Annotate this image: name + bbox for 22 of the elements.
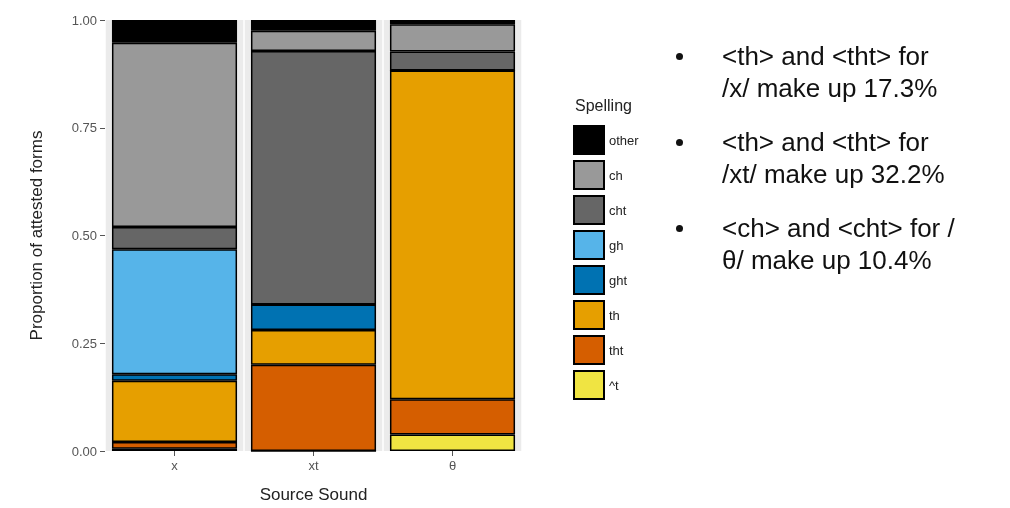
- x-tick-label: xt: [308, 458, 319, 473]
- x-tick-label: θ: [448, 458, 457, 473]
- y-tick-label: 0.75: [71, 120, 97, 136]
- x-tick-label: x: [171, 458, 179, 473]
- legend-label: th: [609, 307, 620, 323]
- text: <th> and <tht> for /xt/ make up 32.2%: [722, 127, 945, 189]
- y-tick-label: 1.00: [71, 12, 97, 28]
- legend-title: Spelling: [575, 96, 632, 114]
- legend-label: ch: [609, 167, 623, 183]
- text: <th> and <tht> for /x/ make up 17.3%: [722, 41, 938, 103]
- y-tick-label: 0.50: [71, 228, 97, 243]
- y-axis-title: Proportion of attested forms: [27, 130, 46, 341]
- legend-label: cht: [609, 202, 627, 218]
- legend-label: gh: [609, 237, 624, 253]
- text: <ch> and <cht> for /θ/ make up 10.4%: [722, 213, 955, 275]
- legend-label: other: [609, 132, 640, 148]
- legend-label: ^t: [609, 377, 620, 393]
- x-axis-title: Source Sound: [259, 485, 368, 504]
- legend-label: ght: [609, 272, 628, 288]
- legend-label: tht: [609, 342, 624, 358]
- y-tick-label: 0.00: [71, 443, 97, 459]
- y-tick-label: 0.25: [71, 335, 97, 351]
